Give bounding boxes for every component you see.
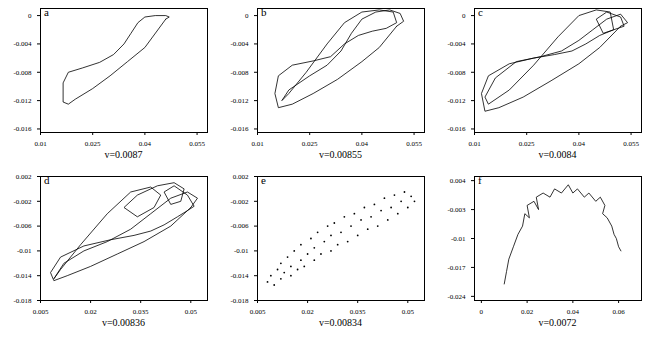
svg-text:0.04: 0.04: [573, 140, 586, 148]
svg-text:-0.004: -0.004: [13, 40, 32, 48]
html-text:v=0.00836: v=0.00836: [101, 317, 146, 328]
html-text:v=0.0087: v=0.0087: [104, 149, 143, 160]
html-text:c: c: [478, 6, 483, 18]
svg-text:0.025: 0.025: [302, 140, 318, 148]
svg-text:0.02: 0.02: [521, 308, 534, 316]
svg-text:-0.016: -0.016: [447, 125, 466, 133]
svg-text:-0.017: -0.017: [447, 264, 466, 272]
html-text:v=0.0072: v=0.0072: [538, 317, 577, 328]
svg-text:0.035: 0.035: [350, 308, 366, 316]
html-text:v=0.0084: v=0.0084: [538, 149, 577, 160]
svg-text:-0.014: -0.014: [230, 272, 249, 280]
svg-text:-0.002: -0.002: [230, 198, 249, 206]
svg-text:-0.003: -0.003: [447, 206, 466, 214]
svg-text:0.04: 0.04: [356, 140, 369, 148]
svg-text:-0.016: -0.016: [13, 125, 32, 133]
svg-text:0: 0: [462, 12, 466, 20]
svg-text:-0.008: -0.008: [230, 69, 249, 77]
svg-text:-0.01: -0.01: [234, 247, 249, 255]
svg-text:0.055: 0.055: [406, 140, 422, 148]
svg-text:0.04: 0.04: [567, 308, 580, 316]
svg-text:-0.002: -0.002: [13, 198, 32, 206]
html-text:f: f: [478, 174, 482, 186]
svg-text:0.01: 0.01: [251, 140, 264, 148]
svg-text:0.025: 0.025: [85, 140, 101, 148]
svg-text:0.01: 0.01: [34, 140, 47, 148]
svg-text:0: 0: [28, 12, 32, 20]
html-text:d: d: [44, 174, 50, 186]
svg-text:-0.004: -0.004: [447, 40, 466, 48]
svg-text:0.055: 0.055: [189, 140, 205, 148]
html-text:b: b: [261, 6, 267, 18]
svg-text:-0.012: -0.012: [447, 97, 466, 105]
svg-text:-0.008: -0.008: [447, 69, 466, 77]
svg-text:0.05: 0.05: [402, 308, 415, 316]
svg-text:0.002: 0.002: [16, 173, 32, 181]
svg-text:-0.008: -0.008: [13, 69, 32, 77]
svg-text:0.02: 0.02: [301, 308, 314, 316]
html-text:a: a: [44, 6, 49, 18]
svg-text:0.01: 0.01: [468, 140, 481, 148]
svg-text:0.055: 0.055: [623, 140, 639, 148]
svg-text:-0.012: -0.012: [230, 97, 249, 105]
svg-text:-0.01: -0.01: [17, 247, 32, 255]
svg-text:-0.006: -0.006: [13, 222, 32, 230]
svg-text:0.02: 0.02: [84, 308, 97, 316]
svg-text:-0.014: -0.014: [13, 272, 32, 280]
html-text:v=0.00855: v=0.00855: [318, 149, 363, 160]
html-text:v=0.00834: v=0.00834: [318, 317, 363, 328]
svg-text:0.005: 0.005: [250, 308, 266, 316]
svg-text:-0.018: -0.018: [230, 297, 249, 305]
svg-text:-0.016: -0.016: [230, 125, 249, 133]
svg-text:0.002: 0.002: [233, 173, 249, 181]
html-text:e: e: [261, 174, 266, 186]
svg-text:0.06: 0.06: [612, 308, 625, 316]
svg-text:0.035: 0.035: [133, 308, 149, 316]
svg-text:0: 0: [480, 308, 484, 316]
svg-text:-0.004: -0.004: [230, 40, 249, 48]
svg-text:0.04: 0.04: [139, 140, 152, 148]
svg-text:-0.01: -0.01: [451, 235, 466, 243]
svg-text:-0.018: -0.018: [13, 297, 32, 305]
svg-text:0.025: 0.025: [519, 140, 535, 148]
svg-text:0.005: 0.005: [33, 308, 49, 316]
svg-text:-0.024: -0.024: [447, 293, 466, 301]
svg-text:0: 0: [245, 12, 249, 20]
svg-text:0.004: 0.004: [450, 177, 466, 185]
svg-text:0.05: 0.05: [185, 308, 198, 316]
svg-text:-0.012: -0.012: [13, 97, 32, 105]
svg-text:-0.006: -0.006: [230, 222, 249, 230]
